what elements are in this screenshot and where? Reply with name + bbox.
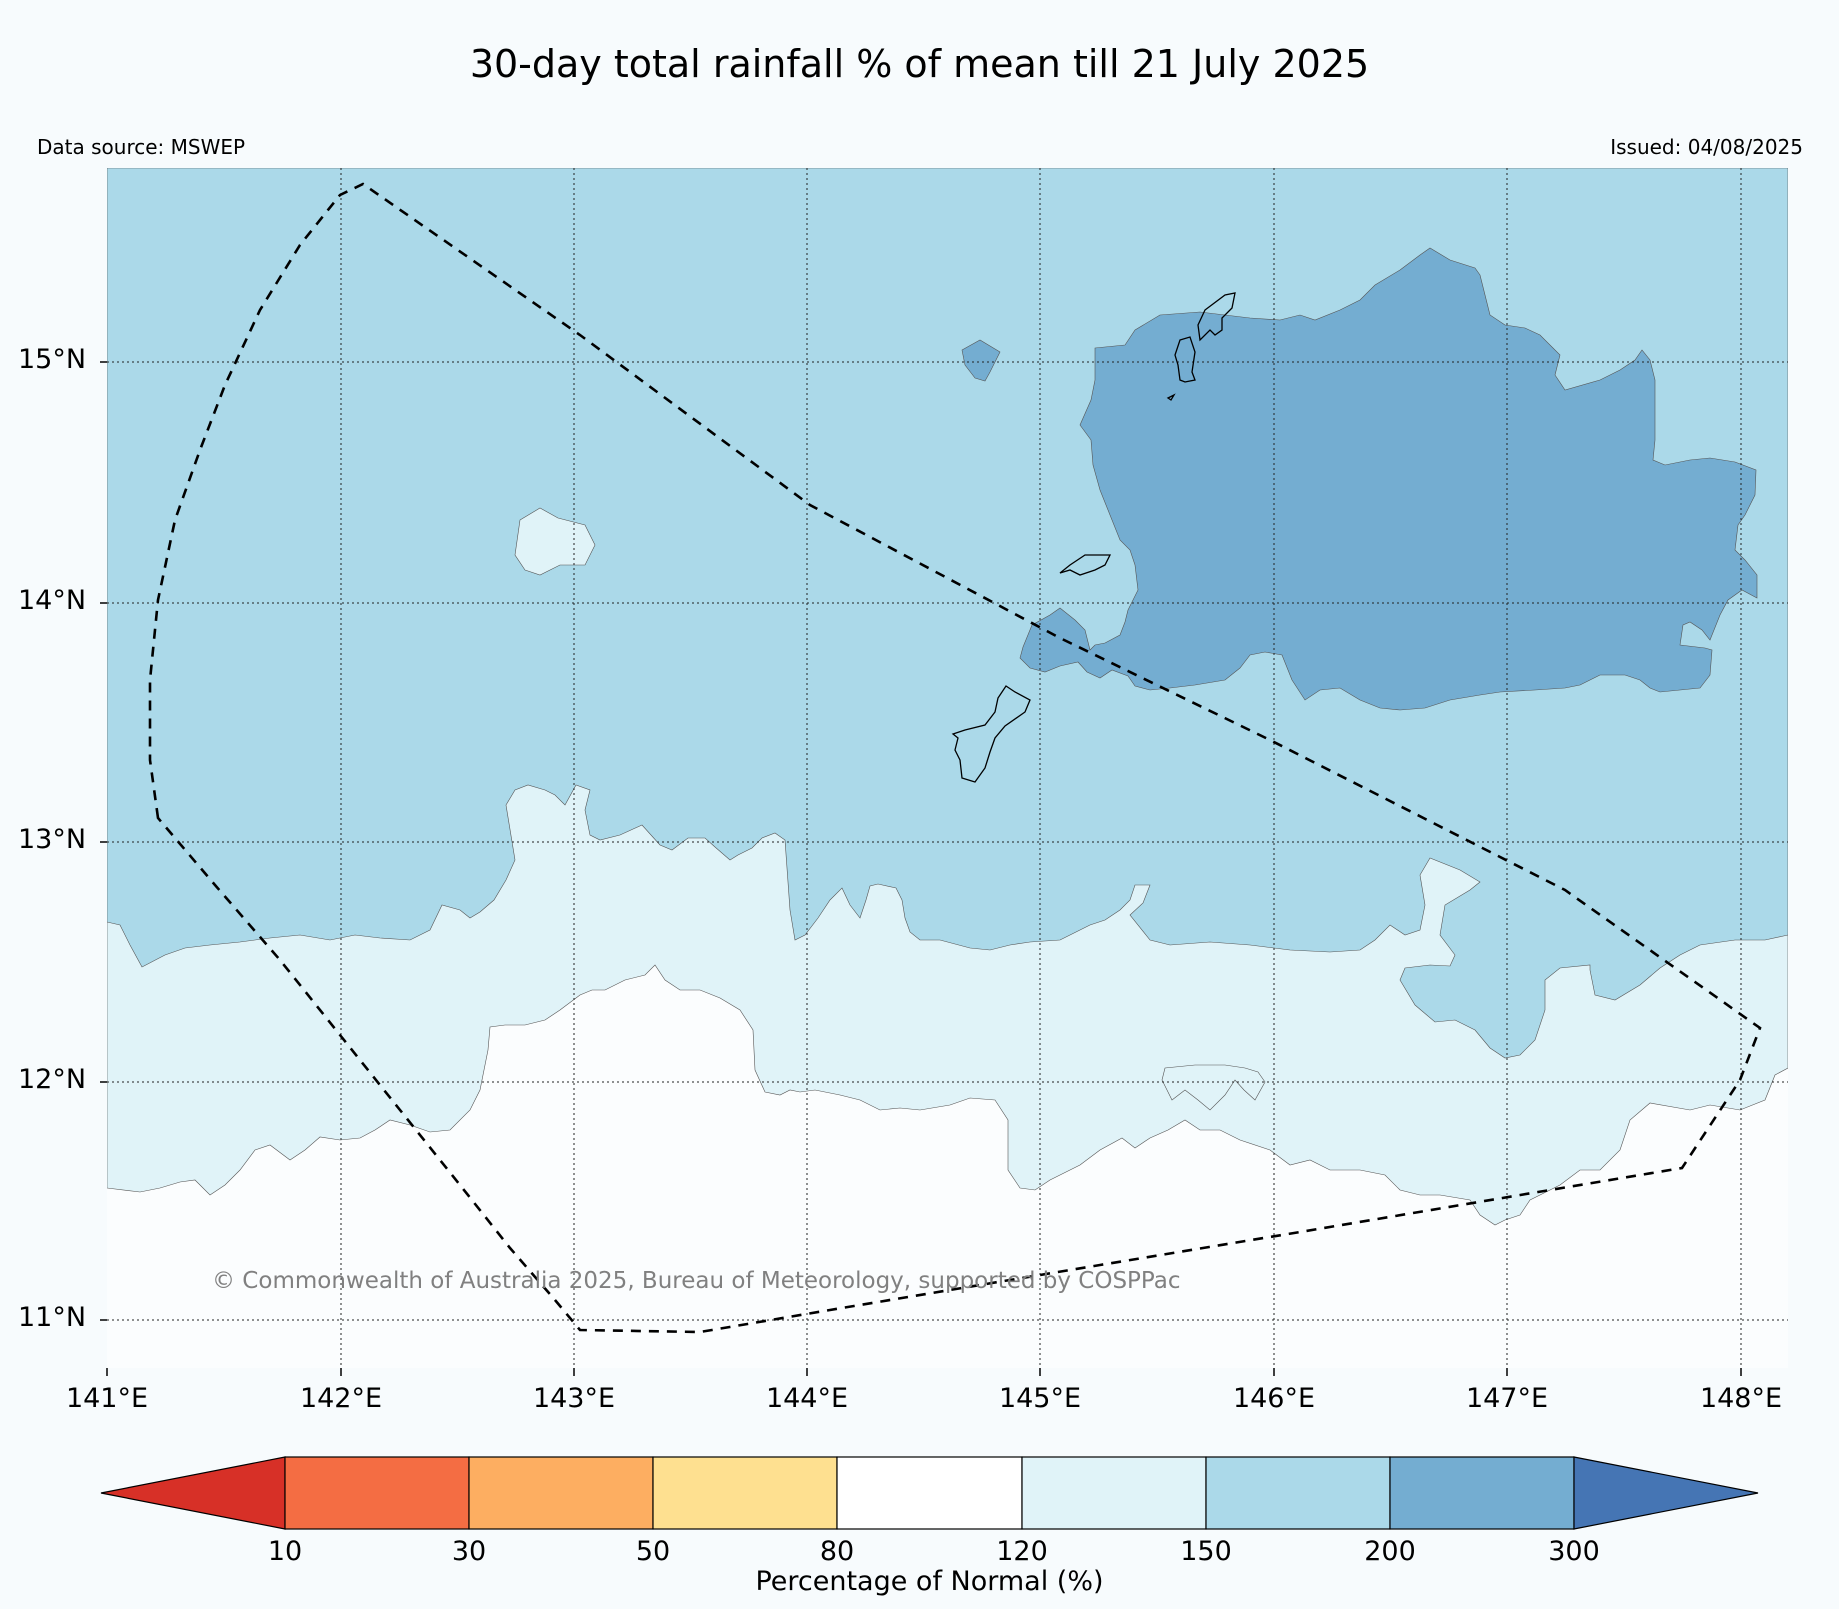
map-title: 30-day total rainfall % of mean till 21 … (469, 42, 1370, 86)
colorbar-bin-80-120 (836, 1456, 1023, 1530)
island-rota (1059, 554, 1112, 576)
lon-label-145e: 145°E (998, 1383, 1082, 1414)
island-tinian (1174, 336, 1196, 383)
lon-label-142e: 142°E (299, 1383, 383, 1414)
colorbar-tick-120: 120 (996, 1536, 1048, 1567)
data-source-label: Data source: MSWEP (37, 135, 246, 159)
colorbar-tick-300: 300 (1548, 1536, 1600, 1567)
copyright-watermark: © Commonwealth of Australia 2025, Bureau… (212, 1268, 1181, 1294)
colorbar-bin-30-50 (468, 1456, 654, 1530)
colorbar-extend-high (1573, 1456, 1759, 1530)
lon-label-144e: 144°E (765, 1383, 849, 1414)
colorbar-bin-50-80 (652, 1456, 838, 1530)
lon-label-146e: 146°E (1232, 1383, 1316, 1414)
colorbar-bin-150-200 (1205, 1456, 1391, 1530)
lon-label-143e: 143°E (532, 1383, 616, 1414)
colorbar (100, 1456, 1759, 1530)
lat-label-11n: 11°N (18, 1302, 87, 1333)
contour-120-150-hole (514, 507, 596, 576)
contour-200-300-east (1019, 247, 1758, 711)
island-guam (951, 685, 1031, 783)
lat-label-12n: 12°N (18, 1064, 87, 1095)
colorbar-tick-80: 80 (819, 1536, 855, 1567)
colorbar-tick-30: 30 (451, 1536, 487, 1567)
colorbar-bin-10-30 (284, 1456, 470, 1530)
lon-label-148e: 148°E (1699, 1383, 1783, 1414)
colorbar-bin-120-150 (1021, 1456, 1207, 1530)
colorbar-tick-200: 200 (1364, 1536, 1416, 1567)
island-aguijan (1166, 393, 1176, 401)
lon-label-141e: 141°E (65, 1383, 149, 1414)
map-field: © Commonwealth of Australia 2025, Bureau… (107, 168, 1788, 1368)
lat-label-15n: 15°N (18, 344, 87, 375)
map-gridlines (107, 168, 1788, 1368)
colorbar-tick-150: 150 (1180, 1536, 1232, 1567)
lat-label-14n: 14°N (18, 585, 87, 616)
lat-label-13n: 13°N (18, 824, 87, 855)
lon-label-147e: 147°E (1465, 1383, 1549, 1414)
eez-boundary (148, 182, 1762, 1334)
axis-ticks (100, 361, 1742, 1376)
colorbar-title: Percentage of Normal (%) (755, 1566, 1104, 1597)
islands (951, 292, 1236, 783)
colorbar-bin-200-300 (1389, 1456, 1575, 1530)
issued-date-label: Issued: 04/08/2025 (1610, 135, 1803, 159)
colorbar-extend-low (100, 1456, 286, 1530)
contour-120-150-notch (1161, 1064, 1266, 1111)
colorbar-tick-10: 10 (267, 1536, 303, 1567)
island-saipan (1197, 292, 1236, 342)
contour-200-300-small (961, 339, 1001, 382)
colorbar-tick-50: 50 (635, 1536, 671, 1567)
